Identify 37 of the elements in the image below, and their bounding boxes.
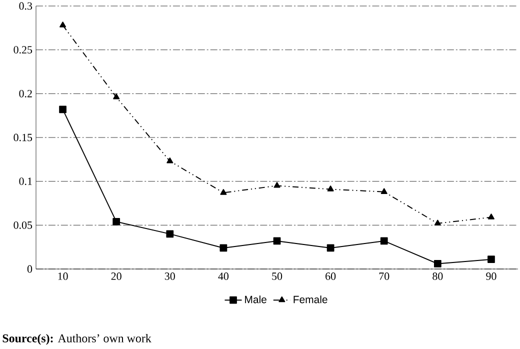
point <box>113 93 120 100</box>
point <box>59 106 66 114</box>
x-tick-label: 40 <box>218 272 229 280</box>
point <box>274 182 280 188</box>
x-tick-label: 70 <box>379 272 390 280</box>
point <box>488 256 495 264</box>
y-tick-label: 0.3 <box>19 2 32 10</box>
y-tick-label: 0.2 <box>19 90 32 98</box>
y-tick-label: 0.25 <box>14 46 32 54</box>
y-tick-label: 0.05 <box>14 221 32 229</box>
x-tick-label: 50 <box>272 272 282 280</box>
x-tick-label: 10 <box>58 272 68 280</box>
point <box>166 230 174 238</box>
point <box>220 244 228 252</box>
y-tick-label: 0 <box>27 265 32 273</box>
y-tick-label: 0.1 <box>19 178 32 186</box>
x-tick-label: 60 <box>326 272 336 280</box>
point <box>112 218 120 226</box>
point <box>327 186 334 192</box>
point <box>60 22 66 28</box>
point <box>434 260 442 268</box>
point <box>326 244 334 252</box>
x-tick-label: 90 <box>486 272 496 280</box>
point <box>166 157 174 164</box>
point <box>434 220 441 226</box>
legend-label: Male <box>245 296 266 304</box>
point <box>273 237 281 245</box>
x-tick-label: 30 <box>164 272 175 280</box>
x-tick-label: 20 <box>111 272 122 280</box>
y-tick-label: 0.15 <box>14 134 32 142</box>
point <box>380 237 388 245</box>
text: Source(s): Authors’ own work <box>2 334 152 345</box>
point <box>488 214 494 220</box>
point <box>220 189 227 195</box>
point <box>380 188 388 194</box>
legend-label: Female <box>294 296 328 304</box>
x-tick-label: 80 <box>432 272 443 280</box>
